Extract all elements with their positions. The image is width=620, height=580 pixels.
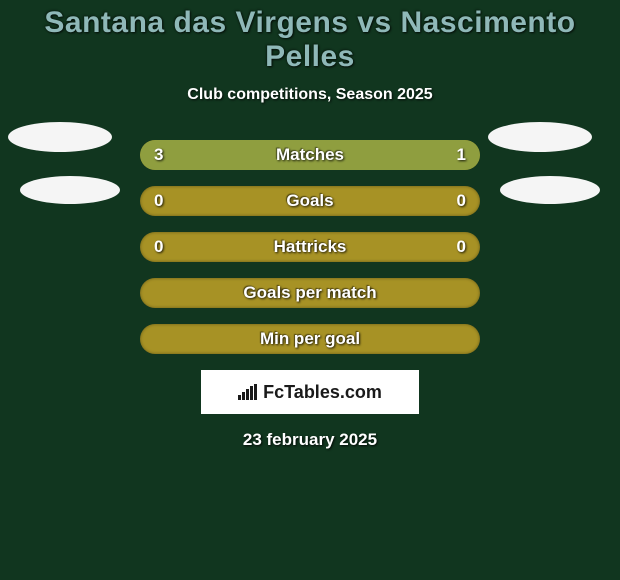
stat-bar-value-right: 0	[457, 237, 466, 257]
stat-bar-label: Min per goal	[140, 329, 480, 349]
stat-bar-value-right: 0	[457, 191, 466, 211]
stat-bar-value-right: 1	[457, 145, 466, 165]
brand-text: FcTables.com	[263, 382, 382, 403]
stat-bar: Matches3 1	[140, 140, 480, 170]
stat-bar-label: Hattricks	[140, 237, 480, 257]
stat-bar-value-left: 0	[154, 191, 163, 211]
stat-bar: Hattricks0 0	[140, 232, 480, 262]
bar-chart-icon	[238, 384, 257, 400]
stat-bar-label: Goals	[140, 191, 480, 211]
stat-bar: Goals per match	[140, 278, 480, 308]
page-title: Santana das Virgens vs Nascimento Pelles	[0, 0, 620, 74]
brand-badge: FcTables.com	[201, 370, 419, 414]
stat-bar-label: Matches	[140, 145, 480, 165]
stat-bar-value-left: 3	[154, 145, 163, 165]
date-label: 23 february 2025	[0, 430, 620, 450]
stat-bar-value-left: 0	[154, 237, 163, 257]
stat-bar: Min per goal	[140, 324, 480, 354]
stat-bar-label: Goals per match	[140, 283, 480, 303]
stat-bar: Goals0 0	[140, 186, 480, 216]
comparison-bars: Matches31Goals00Hattricks00Goals per mat…	[0, 140, 620, 354]
subtitle: Club competitions, Season 2025	[0, 86, 620, 104]
